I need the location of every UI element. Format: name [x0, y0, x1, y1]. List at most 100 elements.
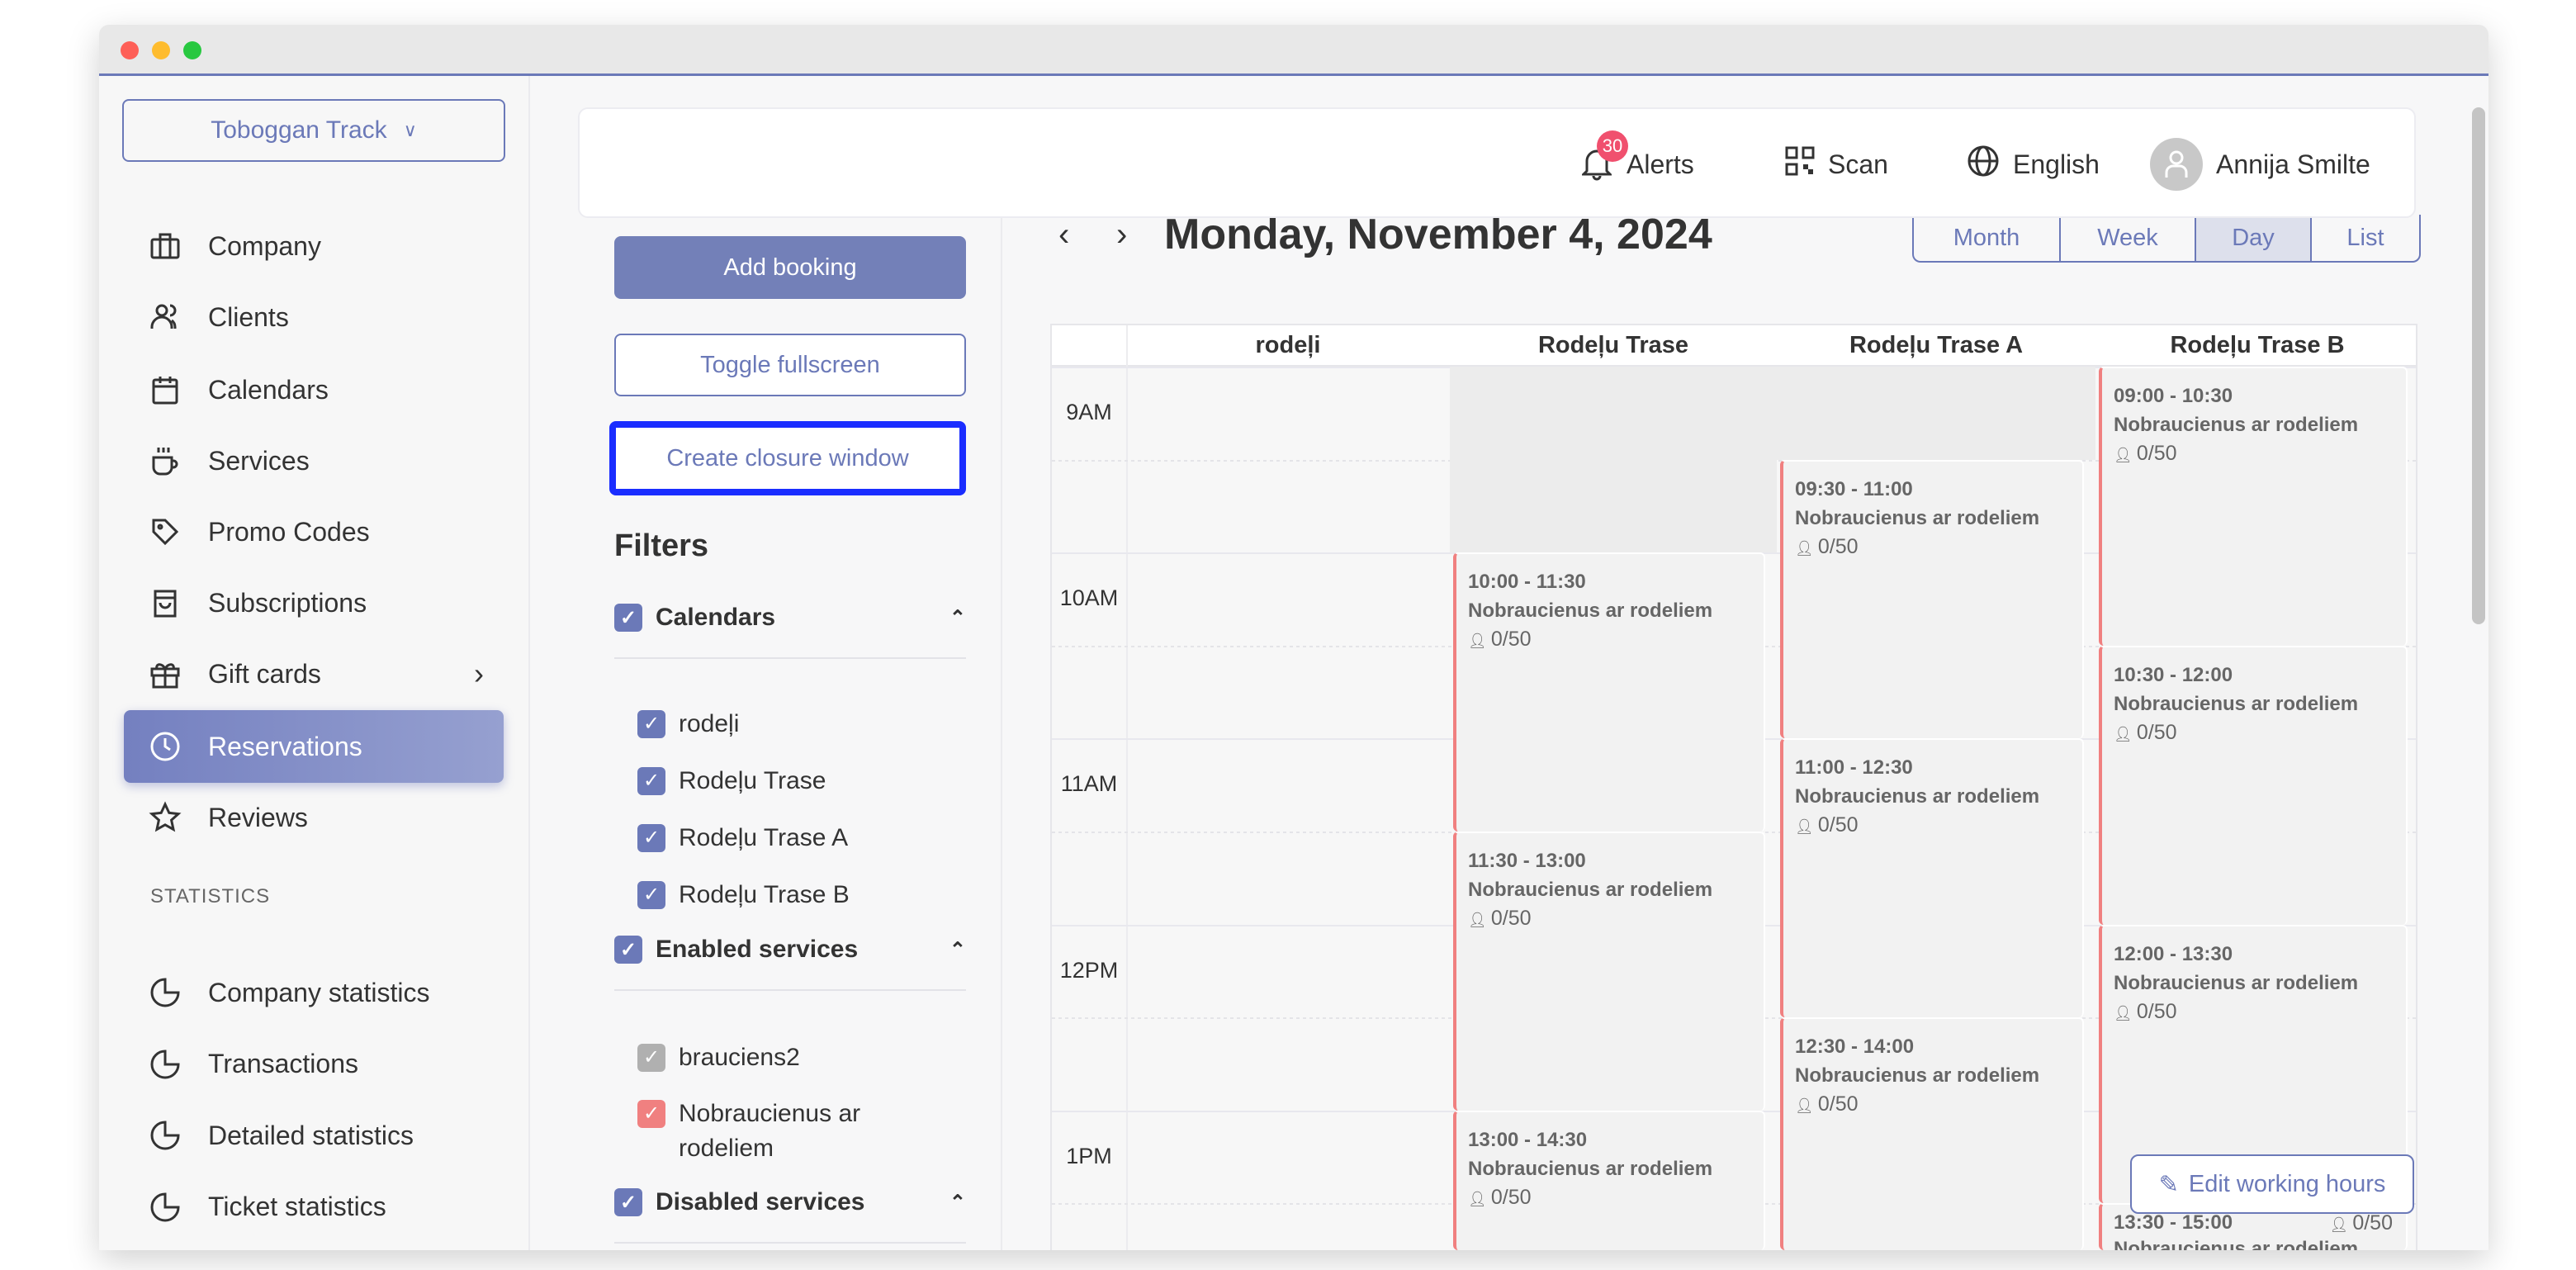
edit-working-hours-button[interactable]: ✎ Edit working hours: [2130, 1154, 2414, 1214]
event-capacity: 👤︎ 0/50: [1795, 1090, 2082, 1121]
view-month-button[interactable]: Month: [1953, 224, 2020, 251]
event-capacity-value: 0/50: [1490, 628, 1532, 652]
calendar-filter-item[interactable]: ✓ rodeļi: [637, 707, 739, 742]
time-label: 1PM: [1066, 1143, 1112, 1168]
checkbox-checked-icon[interactable]: ✓: [637, 710, 665, 738]
calendar-filter-item[interactable]: ✓ Rodeļu Trase: [637, 764, 826, 798]
calendar-area: ‹ › Monday, November 4, 2024 Month Week Da…: [1002, 211, 2488, 1250]
enabled-services-filter-toggle[interactable]: ✓ Enabled services ⌃: [614, 928, 966, 971]
scan-button[interactable]: Scan: [1785, 109, 1888, 220]
scrollbar[interactable]: [2472, 107, 2485, 624]
checkbox-checked-icon[interactable]: ✓: [637, 824, 665, 852]
checkbox-checked-icon[interactable]: ✓: [637, 767, 665, 795]
sidebar-item-transactions-label: Transactions: [208, 1049, 358, 1079]
sidebar-item-gift-cards[interactable]: Gift cards ›: [124, 637, 504, 710]
bag-icon: [149, 586, 182, 619]
booking-event[interactable]: 11:00 - 12:30 Nobraucienus ar rodeliem 👤︎ …: [1780, 738, 2084, 1018]
disabled-services-filter-toggle[interactable]: ✓ Disabled services ⌃: [614, 1181, 966, 1224]
app-window: Toboggan Track ∨ Company Clients Calendars…: [99, 25, 2488, 1250]
sidebar-item-reviews-label: Reviews: [208, 802, 308, 832]
checkbox-checked-icon[interactable]: ✓: [614, 1188, 642, 1216]
sidebar-item-ticket-statistics[interactable]: Ticket statistics: [124, 1171, 504, 1244]
minimize-window-button[interactable]: [152, 41, 170, 59]
sidebar-item-calendars[interactable]: Calendars: [124, 353, 504, 426]
person-icon: 👤︎: [2114, 447, 2137, 463]
column-header: Rodeļu Trase: [1450, 325, 1777, 367]
next-day-button[interactable]: ›: [1116, 216, 1128, 253]
event-time: 10:30 - 12:00: [2114, 663, 2233, 686]
cup-icon: [149, 444, 182, 477]
service-filter-item[interactable]: ✓ brauciens2: [637, 1040, 910, 1075]
checkbox-checked-icon[interactable]: ✓: [614, 604, 642, 632]
grid-divider: [1126, 325, 1128, 1250]
event-time: 11:00 - 12:30: [1795, 756, 1913, 780]
divider: [614, 1242, 966, 1244]
booking-event[interactable]: 10:00 - 11:30 Nobraucienus ar rodeliem 👤︎ …: [1453, 552, 1765, 832]
create-closure-window-button[interactable]: Create closure window: [609, 421, 966, 495]
sidebar-item-company-statistics[interactable]: Company statistics: [124, 956, 504, 1029]
sidebar-item-calendars-label: Calendars: [208, 374, 329, 405]
view-list-button[interactable]: List: [2310, 215, 2419, 261]
booking-event[interactable]: 11:30 - 13:00 Nobraucienus ar rodeliem 👤︎ …: [1453, 832, 1765, 1111]
chevron-up-icon[interactable]: ⌃: [949, 938, 966, 961]
view-week-button[interactable]: Week: [2059, 215, 2195, 261]
sidebar-item-ticket-statistics-label: Ticket statistics: [208, 1192, 386, 1222]
event-capacity: 👤︎ 0/50: [1468, 1183, 1764, 1214]
chevron-right-icon[interactable]: ›: [474, 656, 484, 690]
add-booking-button[interactable]: Add booking: [614, 236, 966, 299]
toggle-fullscreen-button[interactable]: Toggle fullscreen: [614, 334, 966, 396]
booking-event[interactable]: 10:30 - 12:00 Nobraucienus ar rodeliem 👤︎ …: [2099, 645, 2408, 925]
booking-event[interactable]: 09:00 - 10:30 Nobraucienus ar rodeliem 👤︎ …: [2099, 367, 2408, 646]
top-header: 30 Alerts Scan English Annija Smilte: [578, 107, 2416, 218]
booking-event[interactable]: 09:30 - 11:00 Nobraucienus ar rodeliem 👤︎ …: [1780, 459, 2084, 739]
sidebar-item-subscriptions[interactable]: Subscriptions: [124, 566, 504, 639]
sidebar-item-gift-cards-label: Gift cards: [208, 658, 321, 689]
event-capacity-value: 0/50: [1817, 534, 1859, 558]
booking-event[interactable]: 13:00 - 14:30 Nobraucienus ar rodeliem 👤︎ …: [1453, 1110, 1765, 1250]
view-day-button[interactable]: Day: [2195, 215, 2310, 261]
close-window-button[interactable]: [121, 41, 139, 59]
chevron-up-icon[interactable]: ⌃: [949, 606, 966, 629]
service-filter-item[interactable]: ✓ Nobraucienus ar rodeliem: [637, 1097, 910, 1166]
service-filter-label: brauciens2: [679, 1044, 800, 1071]
event-capacity: 👤︎ 0/50: [1795, 811, 2082, 841]
user-menu[interactable]: Annija Smilte: [2150, 109, 2370, 220]
sidebar-item-detailed-statistics[interactable]: Detailed statistics: [124, 1099, 504, 1172]
sidebar-item-reviews[interactable]: Reviews: [124, 781, 504, 854]
checkbox-checked-icon[interactable]: ✓: [637, 1044, 665, 1072]
pie-chart-icon: [149, 1191, 182, 1224]
sidebar-item-company-statistics-label: Company statistics: [208, 977, 430, 1007]
location-label: Toboggan Track: [211, 116, 387, 144]
sidebar-item-reservations-label: Reservations: [208, 731, 362, 761]
checkbox-checked-icon[interactable]: ✓: [637, 1100, 665, 1128]
person-icon: 👤︎: [1468, 1190, 1491, 1207]
checkbox-checked-icon[interactable]: ✓: [614, 936, 642, 964]
time-label: 11AM: [1060, 771, 1118, 797]
booking-event[interactable]: 12:30 - 14:00 Nobraucienus ar rodeliem 👤︎ …: [1780, 1017, 2084, 1250]
edit-working-hours-label: Edit working hours: [2188, 1170, 2386, 1197]
event-capacity-value: 0/50: [2136, 720, 2177, 744]
divider: [614, 989, 966, 991]
checkbox-checked-icon[interactable]: ✓: [637, 881, 665, 909]
maximize-window-button[interactable]: [183, 41, 201, 59]
person-icon: 👤︎: [1795, 1097, 1818, 1115]
calendar-filter-item[interactable]: ✓ Rodeļu Trase A: [637, 821, 848, 855]
calendar-filter-item[interactable]: ✓ Rodeļu Trase B: [637, 878, 850, 912]
sidebar-item-services[interactable]: Services: [124, 424, 504, 497]
event-title: Nobraucienus ar rodeliem: [1468, 879, 1713, 901]
sidebar-item-promo-codes[interactable]: Promo Codes: [124, 495, 504, 568]
language-selector[interactable]: English: [1967, 109, 2100, 220]
alerts-button[interactable]: 30 Alerts: [1580, 109, 1694, 220]
sidebar-item-clients[interactable]: Clients: [124, 281, 504, 353]
location-selector[interactable]: Toboggan Track ∨: [122, 99, 505, 162]
previous-day-button[interactable]: ‹: [1058, 216, 1070, 253]
event-time: 09:30 - 11:00: [1795, 477, 1913, 500]
sidebar-item-transactions[interactable]: Transactions: [124, 1028, 504, 1101]
calendars-filter-toggle[interactable]: ✓ Calendars ⌃: [614, 596, 966, 639]
sidebar-item-company[interactable]: Company: [124, 210, 504, 282]
event-time: 09:00 - 10:30: [2114, 385, 2233, 407]
chevron-up-icon[interactable]: ⌃: [949, 1191, 966, 1214]
sidebar-item-reservations[interactable]: Reservations: [124, 710, 504, 783]
event-capacity: 👤︎ 0/50: [2114, 718, 2406, 749]
event-title: Nobraucienus ar rodeliem: [1795, 785, 2040, 808]
